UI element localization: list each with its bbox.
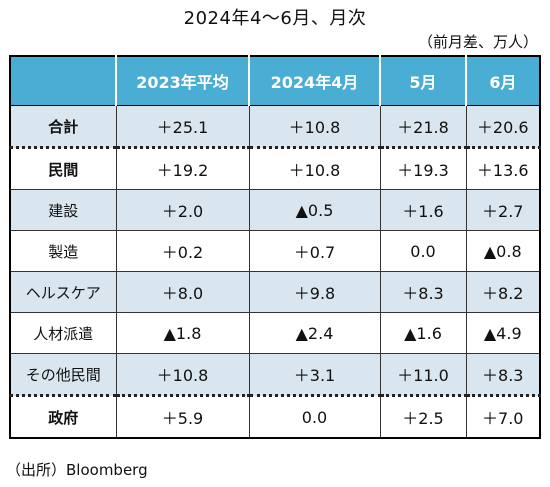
row-label: 人材派遣 — [10, 312, 116, 354]
header-row: 2023年平均 2024年4月 5月 6月 — [10, 56, 540, 106]
row-label: ヘルスケア — [10, 271, 116, 313]
table-cell: ＋0.2 — [115, 230, 249, 272]
table-cell: ＋25.1 — [115, 105, 249, 149]
row-label: 民間 — [10, 147, 116, 190]
table-row: その他民間 ＋10.8 ＋3.1 ＋11.0 ＋8.3 — [10, 353, 540, 397]
table-cell: ＋2.7 — [465, 189, 540, 231]
column-header: 2023年平均 — [115, 56, 249, 106]
table-cell: 0.0 — [379, 230, 466, 272]
table-cell: ▲1.6 — [379, 312, 466, 354]
table-cell: ＋19.2 — [115, 147, 249, 190]
column-header — [10, 56, 116, 106]
table-cell: ＋8.0 — [115, 271, 249, 313]
table-title: 2024年4〜6月、月次 — [183, 8, 367, 29]
table-cell: ＋2.5 — [379, 395, 466, 439]
table-cell: ＋3.1 — [248, 353, 380, 397]
table-cell: ＋7.0 — [465, 395, 540, 439]
table-row: 政府 ＋5.9 0.0 ＋2.5 ＋7.0 — [10, 395, 540, 439]
source-note: （出所）Bloomberg — [6, 461, 148, 479]
table-cell: ▲0.8 — [465, 230, 540, 272]
employment-table: 2023年平均 2024年4月 5月 6月 合計 ＋25.1 ＋10.8 ＋21… — [9, 55, 541, 439]
table-cell: ＋9.8 — [248, 271, 380, 313]
table-row: 建設 ＋2.0 ▲0.5 ＋1.6 ＋2.7 — [10, 189, 540, 231]
table-row: 民間 ＋19.2 ＋10.8 ＋19.3 ＋13.6 — [10, 147, 540, 190]
column-header: 6月 — [465, 56, 540, 106]
column-header: 2024年4月 — [248, 56, 380, 106]
row-label: 合計 — [10, 105, 116, 149]
table-cell: ＋10.8 — [115, 353, 249, 397]
table-cell: ＋1.6 — [379, 189, 466, 231]
table-cell: ＋13.6 — [465, 147, 540, 190]
table-cell: ＋10.8 — [248, 105, 380, 149]
table-row: ヘルスケア ＋8.0 ＋9.8 ＋8.3 ＋8.2 — [10, 271, 540, 313]
table-row: 合計 ＋25.1 ＋10.8 ＋21.8 ＋20.6 — [10, 105, 540, 149]
table-cell: 0.0 — [248, 395, 380, 439]
table-cell: ＋21.8 — [379, 105, 466, 149]
table-cell: ＋0.7 — [248, 230, 380, 272]
table-cell: ＋8.3 — [465, 353, 540, 397]
table-cell: ▲1.8 — [115, 312, 249, 354]
column-header: 5月 — [379, 56, 466, 106]
table-cell: ▲4.9 — [465, 312, 540, 354]
table-cell: ＋5.9 — [115, 395, 249, 439]
row-label: 政府 — [10, 395, 116, 439]
unit-note: （前月差、万人） — [417, 33, 538, 51]
table-cell: ▲0.5 — [248, 189, 380, 231]
table-cell: ＋19.3 — [379, 147, 466, 190]
table-cell: ▲2.4 — [248, 312, 380, 354]
table-row: 製造 ＋0.2 ＋0.7 0.0 ▲0.8 — [10, 230, 540, 272]
table-cell: ＋2.0 — [115, 189, 249, 231]
row-label: その他民間 — [10, 353, 116, 397]
row-label: 製造 — [10, 230, 116, 272]
table-cell: ＋8.3 — [379, 271, 466, 313]
table-cell: ＋11.0 — [379, 353, 466, 397]
row-label: 建設 — [10, 189, 116, 231]
table-row: 人材派遣 ▲1.8 ▲2.4 ▲1.6 ▲4.9 — [10, 312, 540, 354]
table-cell: ＋8.2 — [465, 271, 540, 313]
table-cell: ＋10.8 — [248, 147, 380, 190]
table-cell: ＋20.6 — [465, 105, 540, 149]
